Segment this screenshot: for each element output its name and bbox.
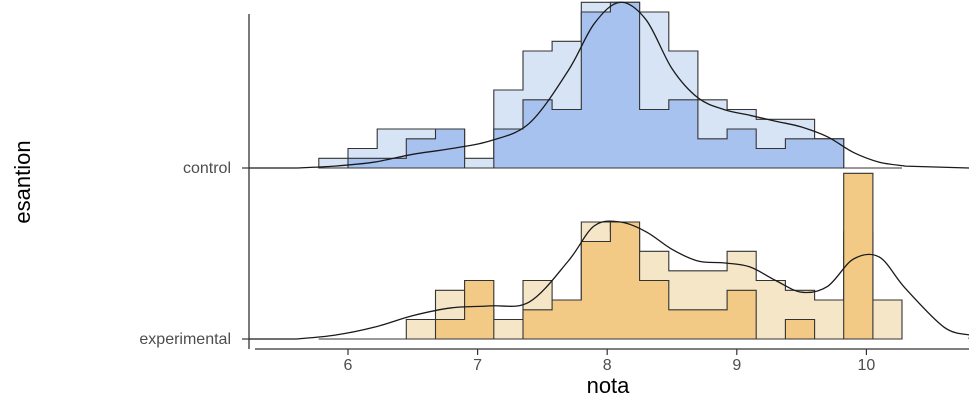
x-tick-label-6: 6 [344,357,353,374]
x-tick-label-8: 8 [603,357,612,374]
axes-layer: control experimental 6 7 8 9 10 [139,14,969,374]
ridge-experimental [249,172,969,340]
x-tick-label-7: 7 [473,357,482,374]
density-curve-control [249,1,969,169]
x-axis-title: nota [587,373,631,398]
y-tick-label-experimental: experimental [139,331,231,348]
ridges-layer [249,1,969,340]
histogram-dark-experimental [318,172,902,340]
x-tick-label-9: 9 [732,357,741,374]
ridge-control [249,1,969,169]
density-curve-experimental [249,220,969,340]
x-tick-label-10: 10 [858,357,876,374]
y-axis-title: esantion [10,140,35,223]
y-tick-label-control: control [183,160,231,177]
histogram-dark-control [318,1,902,169]
